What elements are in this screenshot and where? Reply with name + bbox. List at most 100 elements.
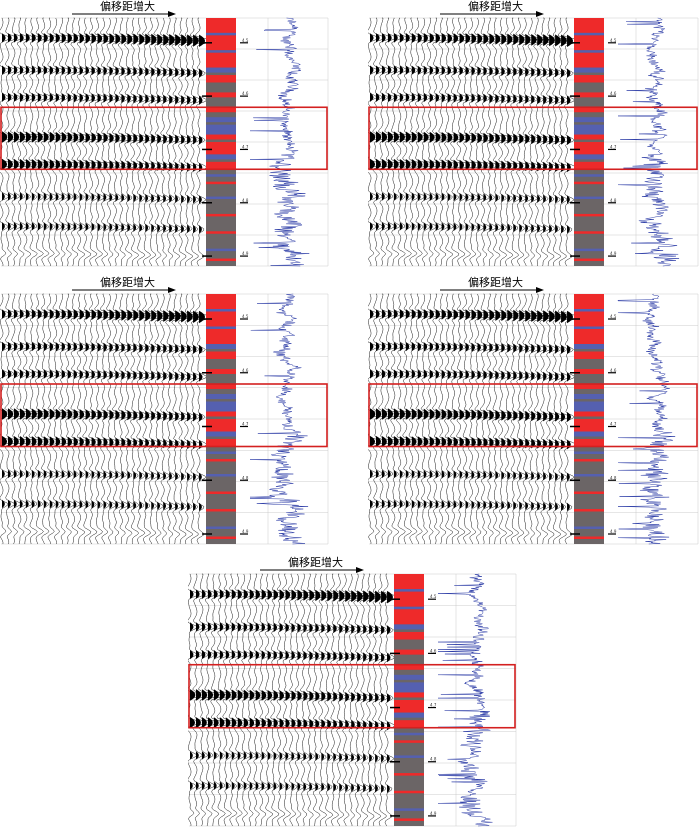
reflection-wedge — [115, 309, 121, 321]
reflection-wedge — [363, 692, 367, 703]
reflection-wedge — [531, 194, 535, 203]
reflection-wedge — [49, 192, 53, 201]
reflection-wedge — [393, 158, 399, 170]
reflection-wedge — [193, 472, 196, 482]
reflection-wedge — [537, 67, 541, 77]
reflection-wedge — [525, 309, 531, 322]
reflection-wedge — [543, 310, 549, 323]
reflection-wedge — [531, 224, 535, 233]
reflection-wedge — [103, 93, 107, 103]
reflection-wedge — [103, 222, 107, 232]
reflection-wedge — [2, 499, 5, 509]
reflection-wedge — [2, 341, 6, 352]
reflection-wedge — [109, 193, 113, 202]
reflection-wedge — [109, 66, 113, 76]
reflection-wedge — [190, 717, 196, 729]
reflection-wedge — [513, 67, 517, 77]
reflection-wedge — [483, 193, 487, 202]
reflection-wedge — [115, 160, 120, 171]
reflection-wedge — [549, 67, 553, 78]
reflection-wedge — [477, 193, 481, 202]
reflection-wedge — [507, 343, 511, 353]
reflection-wedge — [273, 781, 277, 791]
reflection-wedge — [297, 718, 302, 729]
reflection-wedge — [513, 33, 519, 46]
reflection-wedge — [567, 310, 573, 324]
reflection-wedge — [453, 132, 459, 143]
reflection-wedge — [387, 192, 391, 201]
reflection-wedge — [519, 309, 525, 322]
reflection-wedge — [375, 499, 379, 509]
reflection-wedge — [163, 67, 167, 77]
reflection-wedge — [370, 469, 373, 479]
reflection-wedge — [549, 502, 552, 511]
reflection-wedge — [145, 343, 149, 353]
seismic-trace — [40, 17, 55, 267]
reflection-wedge — [291, 718, 296, 729]
reflection-wedge — [193, 195, 196, 204]
reflection-wedge — [495, 223, 499, 232]
reflection-wedge — [441, 93, 446, 103]
reflection-wedge — [387, 65, 392, 75]
reflection-wedge — [549, 34, 555, 47]
reflection-wedge — [483, 500, 487, 510]
reflection-wedge — [549, 134, 554, 145]
reflection-wedge — [525, 194, 529, 203]
reflection-wedge — [19, 309, 24, 319]
reflection-wedge — [19, 369, 24, 379]
reflection-wedge — [291, 650, 295, 661]
reflection-wedge — [67, 33, 73, 44]
reflection-wedge — [483, 309, 489, 321]
reflection-wedge — [61, 93, 66, 103]
offset-header: 偏移距增大 — [72, 0, 176, 17]
reflection-wedge — [501, 343, 505, 353]
reflection-wedge — [417, 369, 422, 379]
reflection-wedge — [195, 751, 199, 760]
reflection-wedge — [7, 309, 12, 319]
reflection-wedge — [231, 751, 235, 760]
reflection-wedge — [169, 371, 173, 381]
reflection-wedge — [537, 34, 543, 46]
reflection-wedge — [370, 499, 373, 509]
reflection-wedge — [255, 689, 261, 701]
reflection-wedge — [459, 309, 465, 320]
reflection-wedge — [121, 193, 125, 202]
reflection-wedge — [151, 410, 156, 421]
reflection-wedge — [513, 410, 518, 421]
reflection-wedge — [85, 222, 89, 232]
reflection-wedge — [31, 33, 36, 43]
reflection-wedge — [193, 68, 197, 78]
reflection-wedge — [303, 782, 307, 791]
reflection-wedge — [187, 68, 191, 78]
reflection-wedge — [513, 94, 517, 104]
reflection-wedge — [375, 369, 380, 379]
reflection-wedge — [190, 622, 194, 632]
reflection-wedge — [393, 341, 398, 352]
reflection-wedge — [471, 409, 477, 421]
seismic-trace — [159, 293, 176, 545]
reflection-wedge — [25, 222, 29, 231]
depth-tick-label: 4.9 — [610, 251, 617, 256]
reflection-wedge — [85, 309, 91, 320]
reflection-wedge — [369, 624, 373, 635]
reflection-wedge — [435, 159, 441, 170]
reflection-wedge — [195, 689, 202, 701]
reflection-wedge — [255, 589, 261, 600]
reflection-wedge — [369, 753, 372, 763]
reflection-wedge — [193, 344, 197, 354]
seismic-trace — [551, 17, 567, 267]
reflection-wedge — [423, 436, 429, 448]
reflection-wedge — [7, 341, 12, 352]
reflection-wedge — [49, 309, 54, 320]
reflection-wedge — [37, 436, 43, 447]
reflection-wedge — [157, 33, 163, 46]
reflection-wedge — [25, 341, 30, 352]
reflection-wedge — [429, 408, 435, 420]
reflection-wedge — [279, 650, 284, 660]
reflection-wedge — [345, 753, 349, 762]
offset-increase-label: 偏移距增大 — [468, 0, 523, 13]
reflection-wedge — [459, 436, 465, 448]
reflection-wedge — [291, 589, 297, 601]
reflection-wedge — [55, 342, 60, 352]
reflection-wedge — [19, 341, 24, 352]
